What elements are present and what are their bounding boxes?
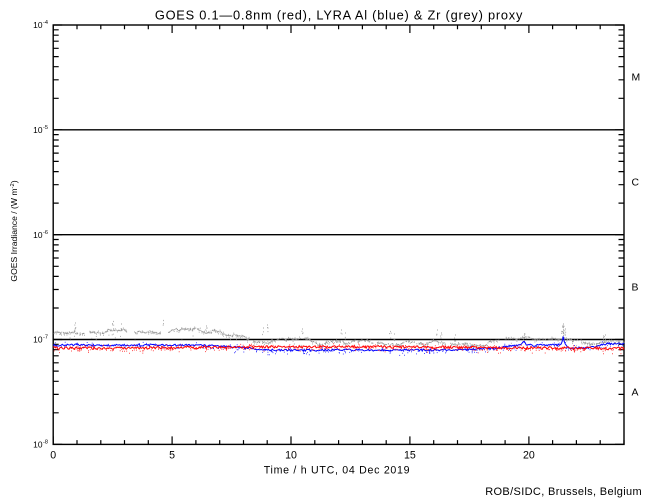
svg-text:GOES Irradiance / (W m-2): GOES Irradiance / (W m-2) bbox=[9, 180, 19, 281]
svg-text:-7: -7 bbox=[43, 335, 48, 341]
svg-text:10: 10 bbox=[285, 449, 297, 461]
svg-text:10: 10 bbox=[33, 125, 43, 135]
svg-text:-8: -8 bbox=[43, 440, 48, 446]
svg-text:15: 15 bbox=[404, 449, 416, 461]
svg-text:A: A bbox=[632, 387, 639, 398]
svg-text:5: 5 bbox=[169, 449, 175, 461]
svg-text:10: 10 bbox=[33, 230, 43, 240]
svg-text:0: 0 bbox=[50, 449, 56, 461]
svg-text:M: M bbox=[632, 73, 641, 84]
svg-text:-6: -6 bbox=[43, 230, 48, 236]
svg-text:-4: -4 bbox=[43, 20, 48, 26]
svg-text:10: 10 bbox=[33, 440, 43, 450]
svg-text:20: 20 bbox=[523, 449, 535, 461]
svg-text:ROB/SIDC, Brussels, Belgium: ROB/SIDC, Brussels, Belgium bbox=[485, 486, 642, 498]
svg-text:-5: -5 bbox=[43, 125, 48, 131]
svg-text:GOES 0.1—0.8nm (red), LYRA Al: GOES 0.1—0.8nm (red), LYRA Al (blue) & Z… bbox=[155, 7, 523, 22]
svg-text:C: C bbox=[632, 178, 640, 189]
svg-text:10: 10 bbox=[33, 20, 43, 30]
svg-text:10: 10 bbox=[33, 335, 43, 345]
svg-text:B: B bbox=[632, 282, 639, 293]
svg-text:Time / h UTC, 04 Dec 2019: Time / h UTC, 04 Dec 2019 bbox=[264, 465, 411, 477]
